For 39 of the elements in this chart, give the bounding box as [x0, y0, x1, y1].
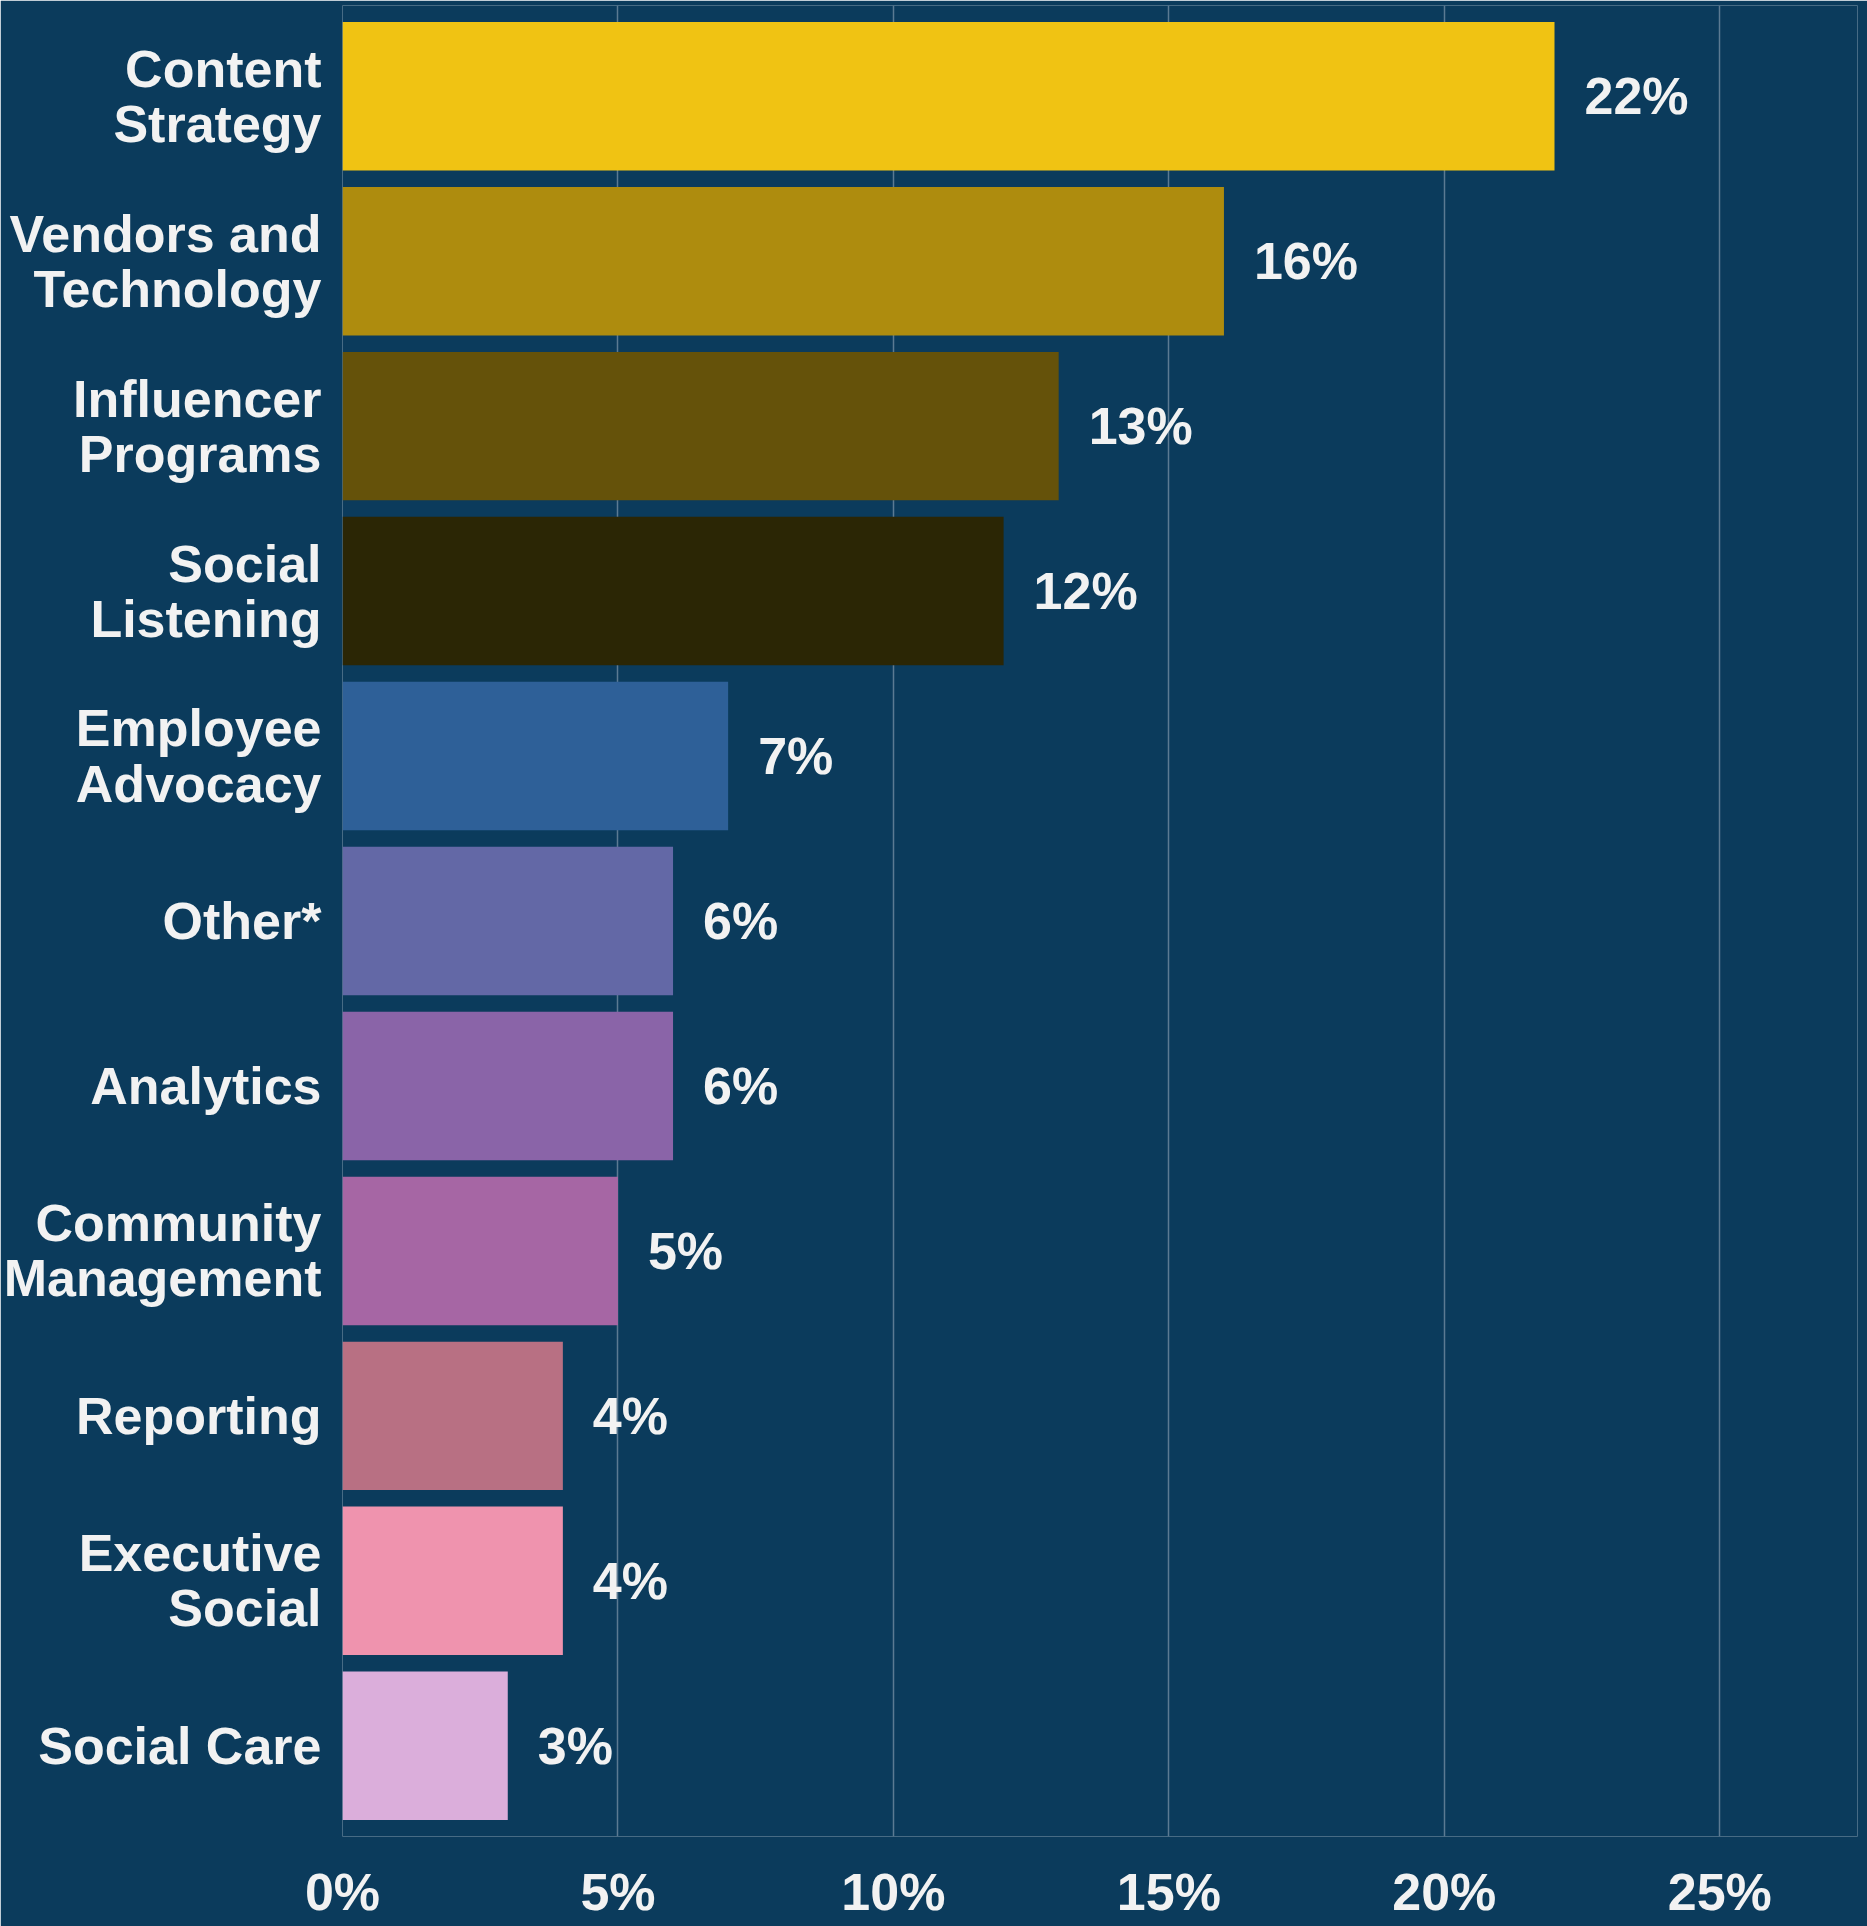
data-label: 6%: [703, 892, 779, 950]
x-tick-label: 5%: [580, 1862, 656, 1921]
y-tick-label: Content Strategy: [113, 39, 322, 153]
y-tick-label: Influencer Programs: [73, 369, 322, 483]
x-tick-label: 25%: [1667, 1862, 1772, 1921]
data-label: 4%: [592, 1551, 669, 1610]
y-tick-label: Vendors and Technology: [9, 204, 322, 318]
bar: [342, 846, 674, 996]
data-label: 5%: [647, 1221, 724, 1280]
y-tick-label: Social Listening: [90, 534, 322, 648]
data-label: 4%: [592, 1386, 669, 1445]
y-tick-label: Employee Advocacy: [75, 699, 322, 813]
y-tick-label: Reporting: [75, 1386, 322, 1445]
x-tick-label: 0%: [304, 1862, 381, 1921]
y-tick-label: Executive Social: [78, 1524, 322, 1638]
bar: [342, 1341, 563, 1491]
bar: [342, 1011, 674, 1161]
bar: [342, 1671, 508, 1820]
x-tick-label: 10%: [841, 1862, 946, 1921]
data-label: 22%: [1584, 67, 1689, 126]
bar: [342, 22, 1555, 171]
data-label: 13%: [1088, 397, 1193, 456]
data-label: 6%: [703, 1056, 779, 1115]
y-tick-label: Analytics: [90, 1056, 322, 1115]
data-label: 7%: [758, 727, 834, 786]
bar: [342, 186, 1224, 336]
bar: [342, 1176, 618, 1326]
x-tick-label: 15%: [1116, 1862, 1221, 1921]
data-label: 3%: [537, 1716, 613, 1775]
bar: [342, 516, 1004, 666]
bar: [342, 351, 1059, 501]
bar: [342, 1506, 563, 1656]
data-label: 16%: [1253, 232, 1359, 291]
y-tick-label: Other*: [162, 892, 323, 950]
x-tick-label: 20%: [1392, 1862, 1497, 1921]
bar: [342, 681, 729, 831]
y-tick-label: Social Care: [38, 1716, 322, 1775]
y-tick-label: Community Management: [3, 1194, 322, 1308]
data-label: 12%: [1033, 562, 1138, 621]
